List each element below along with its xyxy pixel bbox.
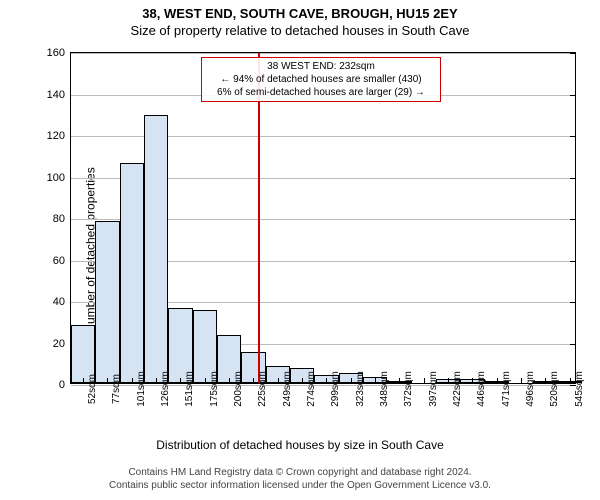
- callout-line: 38 WEST END: 232sqm: [206, 60, 436, 73]
- x-tick-label: 496sqm: [521, 371, 536, 407]
- chart-title: 38, WEST END, SOUTH CAVE, BROUGH, HU15 2…: [0, 0, 600, 21]
- y-tick-mark: [570, 219, 576, 220]
- y-tick-mark: [570, 302, 576, 303]
- y-tick-label: 160: [47, 47, 65, 59]
- y-tick-mark: [570, 95, 576, 96]
- y-tick-label: 0: [59, 379, 65, 391]
- histogram-bar: [95, 221, 119, 383]
- x-tick-label: 545sqm: [570, 371, 585, 407]
- histogram-bar: [120, 163, 144, 383]
- x-axis-label: Distribution of detached houses by size …: [0, 438, 600, 452]
- x-tick-label: 348sqm: [375, 371, 390, 407]
- y-tick-label: 40: [53, 296, 65, 308]
- marker-line: [258, 53, 260, 383]
- x-tick-label: 372sqm: [399, 371, 414, 407]
- y-tick-label: 100: [47, 172, 65, 184]
- histogram-plot-area: 02040608010012014016052sqm77sqm101sqm126…: [70, 52, 576, 384]
- callout-box: 38 WEST END: 232sqm← 94% of detached hou…: [201, 57, 441, 102]
- attribution-line: Contains HM Land Registry data © Crown c…: [0, 466, 600, 479]
- callout-line: 6% of semi-detached houses are larger (2…: [206, 86, 436, 99]
- attribution-line: Contains public sector information licen…: [0, 479, 600, 492]
- histogram-bar: [144, 115, 168, 383]
- y-tick-label: 20: [53, 338, 65, 350]
- y-tick-mark: [570, 344, 576, 345]
- grid-line: [71, 53, 575, 54]
- chart-subtitle: Size of property relative to detached ho…: [0, 21, 600, 38]
- x-tick-label: 422sqm: [448, 371, 463, 407]
- x-tick-label: 446sqm: [472, 371, 487, 407]
- y-tick-label: 120: [47, 130, 65, 142]
- y-tick-mark: [570, 53, 576, 54]
- x-tick-label: 520sqm: [545, 371, 560, 407]
- callout-line: ← 94% of detached houses are smaller (43…: [206, 73, 436, 86]
- x-tick-label: 471sqm: [497, 371, 512, 407]
- y-tick-label: 60: [53, 255, 65, 267]
- x-tick-label: 397sqm: [424, 371, 439, 407]
- attribution-text: Contains HM Land Registry data © Crown c…: [0, 466, 600, 492]
- y-tick-mark: [570, 261, 576, 262]
- y-tick-mark: [570, 178, 576, 179]
- chart-container: 38, WEST END, SOUTH CAVE, BROUGH, HU15 2…: [0, 0, 600, 500]
- y-tick-mark: [570, 136, 576, 137]
- y-tick-label: 80: [53, 213, 65, 225]
- y-tick-label: 140: [47, 89, 65, 101]
